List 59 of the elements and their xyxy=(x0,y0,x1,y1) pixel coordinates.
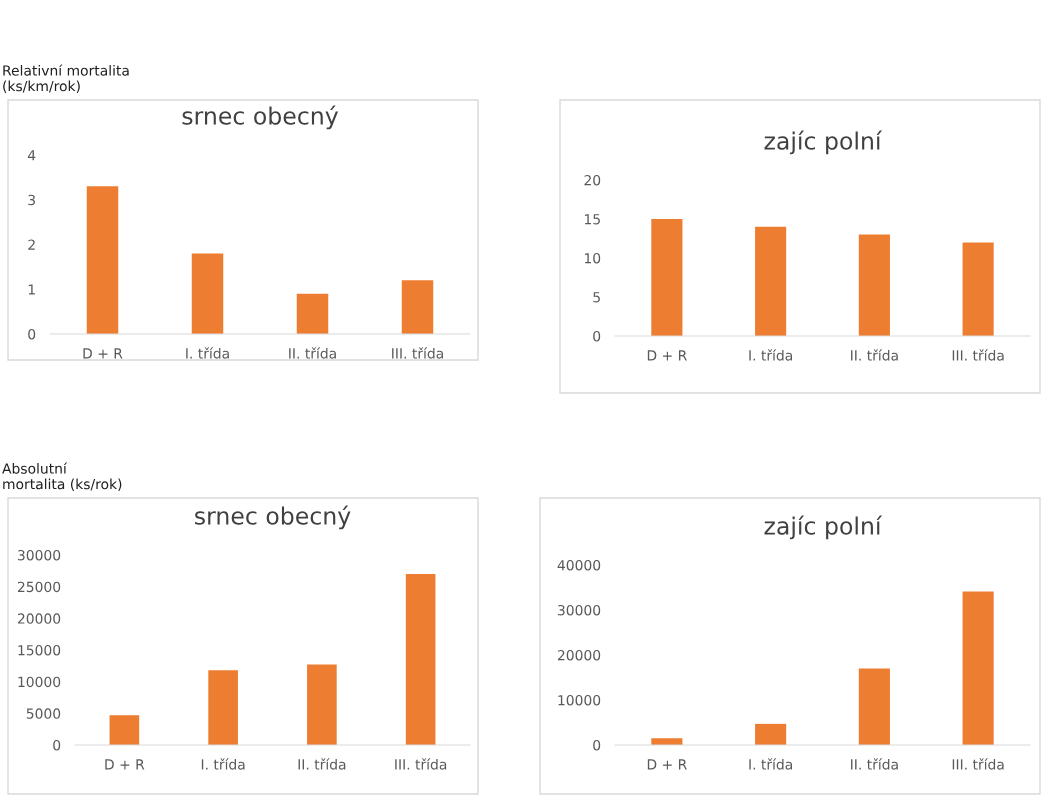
y-axis-title: Relativní mortalita (ks/km/rok) xyxy=(3,64,129,93)
y-tick-label: 20000 xyxy=(557,649,601,661)
y-tick-label: 25000 xyxy=(17,581,61,593)
y-tick-label: 1 xyxy=(28,284,35,295)
bar xyxy=(858,234,890,336)
y-tick-label: 5000 xyxy=(26,708,61,719)
y-axis-title: Absolutní mortalita (ks/rok) xyxy=(2,462,122,491)
y-tick-label: 30000 xyxy=(17,549,61,561)
x-tick-label: I. třída xyxy=(749,758,792,770)
bar xyxy=(109,715,140,745)
y-tick-label: 0 xyxy=(53,739,61,751)
chart-title: srnec obecný xyxy=(195,505,351,530)
y-tick-label: 10 xyxy=(584,252,601,264)
x-tick-label: III. třída xyxy=(392,347,443,359)
bar xyxy=(307,664,337,745)
y-tick-label: 2 xyxy=(28,239,35,250)
bar xyxy=(296,293,329,334)
x-tick-label: III. třída xyxy=(952,349,1004,361)
y-tick-label: 20000 xyxy=(17,613,61,624)
x-tick-label: D + R xyxy=(647,350,687,361)
y-tick-label: 0 xyxy=(28,328,36,340)
x-tick-label: II. třída xyxy=(851,349,898,361)
x-tick-label: III. třída xyxy=(952,758,1004,770)
bar xyxy=(405,574,436,745)
x-tick-label: II. třída xyxy=(851,758,898,770)
y-tick-label: 10000 xyxy=(558,694,601,706)
x-tick-label: I. třída xyxy=(749,349,792,361)
y-tick-label: 5 xyxy=(593,292,600,303)
bar xyxy=(191,253,224,334)
y-tick-label: 20 xyxy=(584,174,601,186)
bar xyxy=(755,723,787,745)
y-tick-label: 4 xyxy=(27,150,36,161)
bar xyxy=(858,668,890,745)
bar xyxy=(755,226,787,336)
chart-title: zajíc polní xyxy=(764,130,883,155)
chart-title: srnec obecný xyxy=(182,105,339,130)
bar xyxy=(651,219,683,336)
bar xyxy=(962,242,994,336)
y-tick-label: 10000 xyxy=(18,676,61,688)
y-tick-label: 0 xyxy=(593,739,601,751)
y-tick-label: 15 xyxy=(584,214,600,225)
x-tick-label: D + R xyxy=(647,759,687,770)
x-tick-label: II. třída xyxy=(289,347,336,359)
y-tick-label: 3 xyxy=(28,194,35,206)
x-tick-label: D + R xyxy=(105,759,145,770)
x-tick-label: III. třída xyxy=(395,758,447,770)
y-tick-label: 15000 xyxy=(18,644,61,656)
x-tick-label: II. třída xyxy=(298,758,346,770)
x-tick-label: I. třída xyxy=(186,347,229,359)
bar xyxy=(401,280,434,334)
bar xyxy=(962,591,994,745)
bar xyxy=(208,670,238,745)
y-tick-label: 40000 xyxy=(557,559,601,571)
chart-title: zajíc polní xyxy=(764,515,883,540)
y-tick-label: 0 xyxy=(593,330,601,342)
x-tick-label: I. třída xyxy=(201,758,245,770)
y-tick-label: 30000 xyxy=(557,604,601,616)
x-tick-label: D + R xyxy=(83,348,123,359)
bar xyxy=(86,186,119,334)
